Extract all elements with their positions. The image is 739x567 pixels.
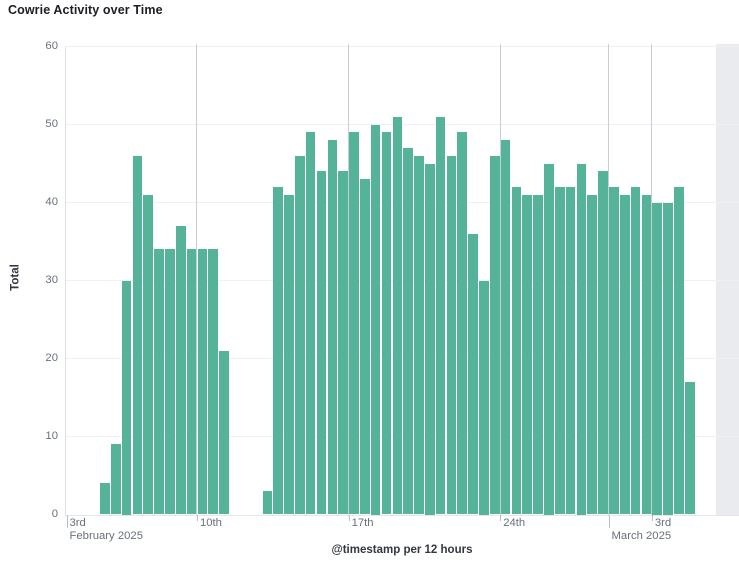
bar[interactable] (143, 194, 154, 515)
bar[interactable] (154, 249, 164, 515)
bar[interactable] (100, 483, 110, 515)
x-tick-mark (196, 514, 198, 521)
chart-title: Cowrie Activity over Time (8, 3, 163, 17)
x-tick-label: March 2025 (611, 529, 672, 542)
bar[interactable] (165, 249, 175, 515)
x-gridline (608, 44, 609, 515)
bar[interactable] (208, 249, 219, 515)
bar[interactable] (674, 186, 684, 515)
bar[interactable] (619, 194, 630, 515)
y-axis-line (65, 46, 66, 515)
bar[interactable] (446, 155, 457, 515)
bar[interactable] (554, 186, 565, 515)
bar[interactable] (522, 194, 533, 515)
bar[interactable] (511, 186, 522, 515)
x-tick-mark (651, 514, 653, 521)
y-tick-label: 0 (51, 508, 58, 520)
x-gridline (499, 44, 501, 515)
bar[interactable] (544, 163, 554, 515)
y-tick-label: 60 (45, 40, 58, 52)
x-tick-label: 17th (351, 517, 374, 529)
bar[interactable] (327, 140, 338, 515)
bar[interactable] (360, 179, 370, 515)
bar[interactable] (479, 280, 489, 515)
bar[interactable] (663, 202, 673, 515)
bar[interactable] (186, 249, 197, 515)
bar[interactable] (273, 186, 283, 515)
bar[interactable] (533, 194, 543, 515)
y-tick-label: 40 (45, 196, 58, 208)
bar[interactable] (641, 194, 652, 515)
bar[interactable] (403, 147, 413, 515)
y-tick-label: 50 (45, 118, 58, 130)
y-gridline (65, 46, 739, 47)
bar[interactable] (435, 116, 446, 515)
bar[interactable] (338, 171, 348, 515)
bar[interactable] (489, 155, 500, 515)
bar[interactable] (121, 280, 132, 515)
x-gridline (348, 44, 350, 515)
bar[interactable] (370, 124, 381, 515)
future-time-band (716, 44, 739, 515)
bar[interactable] (457, 132, 468, 515)
bar[interactable] (587, 194, 598, 515)
bar[interactable] (630, 186, 641, 515)
bar[interactable] (652, 202, 663, 515)
bar[interactable] (684, 381, 695, 515)
x-tick-label: 10th (199, 517, 222, 529)
bar[interactable] (381, 132, 392, 515)
x-axis-line (65, 514, 739, 516)
bar[interactable] (295, 155, 305, 515)
bar[interactable] (609, 186, 619, 515)
x-tick-mark (500, 514, 502, 521)
bar[interactable] (414, 155, 424, 515)
x-tick-label: February 2025 (69, 529, 143, 542)
bar[interactable] (110, 444, 121, 515)
bar[interactable] (262, 491, 273, 515)
bar[interactable] (132, 155, 143, 515)
x-tick-label: 3rd (69, 517, 86, 529)
bar[interactable] (576, 163, 587, 515)
bar[interactable] (425, 163, 435, 515)
bar[interactable] (598, 171, 608, 515)
bar[interactable] (175, 225, 186, 515)
y-tick-label: 20 (45, 352, 58, 364)
bar[interactable] (500, 140, 511, 515)
bar[interactable] (219, 350, 229, 515)
x-gridline (196, 44, 198, 515)
bar[interactable] (565, 186, 576, 515)
bar[interactable] (316, 171, 327, 515)
x-tick-label: 3rd (654, 517, 672, 529)
y-tick-label: 10 (45, 430, 58, 442)
bar[interactable] (349, 132, 359, 515)
y-tick-label: 30 (45, 274, 58, 286)
x-tick-mark (348, 514, 350, 521)
bar[interactable] (468, 233, 478, 515)
x-gridline (651, 44, 653, 515)
x-tick-label: 24th (503, 517, 526, 529)
x-axis-title: @timestamp per 12 hours (331, 544, 473, 556)
bar[interactable] (197, 249, 208, 515)
bar[interactable] (392, 116, 403, 515)
x-tick-mark (608, 514, 610, 528)
bar[interactable] (305, 132, 316, 515)
bar[interactable] (284, 194, 294, 515)
x-tick-mark (66, 514, 68, 528)
